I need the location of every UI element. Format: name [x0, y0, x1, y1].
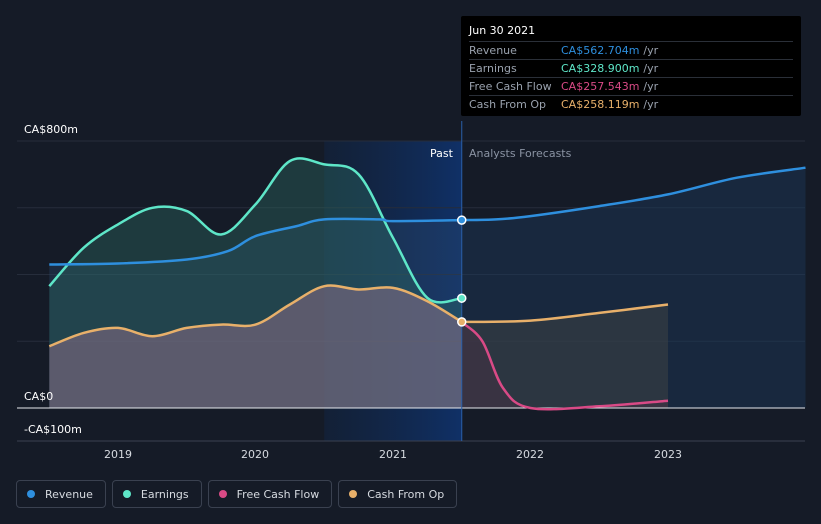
y-tick-label-0: CA$0 [24, 390, 54, 403]
tooltip-row-cash-from-op: Cash From Op CA$258.119m /yr [469, 95, 793, 113]
revenue-forecast-line [461, 166, 806, 222]
tooltip-row-label: Free Cash Flow [469, 80, 552, 93]
legend-label: Revenue [45, 487, 93, 501]
tooltip-row-unit: /yr [643, 80, 659, 93]
earnings-marker [457, 293, 467, 303]
legend: Revenue Earnings Free Cash Flow Cash Fro… [16, 480, 458, 508]
legend-item-cash-from-op[interactable]: Cash From Op [338, 480, 458, 508]
revenue-dot-icon [27, 490, 35, 498]
tooltip-row-revenue: Revenue CA$562.704m /yr [469, 41, 793, 59]
cash-from-op-line [48, 284, 463, 348]
tooltip-row-free-cash-flow: Free Cash Flow CA$257.543m /yr [469, 77, 793, 95]
tooltip-row-label: Revenue [469, 44, 517, 57]
legend-label: Cash From Op [367, 487, 445, 501]
tooltip-row-unit: /yr [643, 98, 659, 111]
free-cash-flow-area [461, 322, 668, 410]
cash-from-op-forecast-area [461, 304, 668, 408]
tooltip-row-label: Earnings [469, 62, 517, 75]
legend-item-earnings[interactable]: Earnings [111, 480, 202, 508]
past-label: Past [430, 147, 453, 160]
x-tick-label-2020: 2020 [241, 448, 269, 461]
earnings-line [48, 157, 462, 304]
legend-label: Free Cash Flow [236, 487, 320, 501]
tooltip-row-value: CA$257.543m [561, 80, 640, 93]
y-tick-label-800: CA$800m [24, 123, 78, 136]
x-tick-label-2023: 2023 [654, 448, 682, 461]
tooltip-row-value: CA$258.119m [561, 98, 640, 111]
y-tick-label-neg100: -CA$100m [24, 423, 82, 436]
revenue-line [49, 217, 462, 266]
legend-label: Earnings [140, 487, 189, 501]
forecast-label: Analysts Forecasts [469, 147, 572, 160]
tooltip-row-earnings: Earnings CA$328.900m /yr [469, 59, 793, 77]
tooltip: Jun 30 2021 Revenue CA$562.704m /yr Earn… [461, 16, 801, 116]
tooltip-row-value: CA$328.900m [561, 62, 640, 75]
tooltip-date: Jun 30 2021 [469, 24, 536, 37]
tooltip-row-label: Cash From Op [469, 98, 547, 111]
free-cash-flow-dot-icon [218, 490, 227, 498]
x-tick-label-2019: 2019 [104, 448, 132, 461]
free-cash-flow-line [460, 321, 669, 411]
x-tick-label-2021: 2021 [379, 448, 407, 461]
legend-item-revenue[interactable]: Revenue [16, 480, 106, 508]
legend-item-free-cash-flow[interactable]: Free Cash Flow [207, 480, 333, 508]
tooltip-row-unit: /yr [643, 62, 659, 75]
cash-from-op-dot-icon [349, 490, 358, 498]
tooltip-row-value: CA$562.704m [561, 44, 640, 57]
earnings-dot-icon [122, 490, 131, 498]
cash-from-op-forecast-line [461, 303, 669, 324]
revenue-marker [457, 215, 467, 225]
x-tick-label-2022: 2022 [516, 448, 544, 461]
tooltip-row-unit: /yr [643, 44, 659, 57]
cash-from-op-area [49, 285, 462, 408]
cash-from-op-marker [457, 317, 467, 327]
